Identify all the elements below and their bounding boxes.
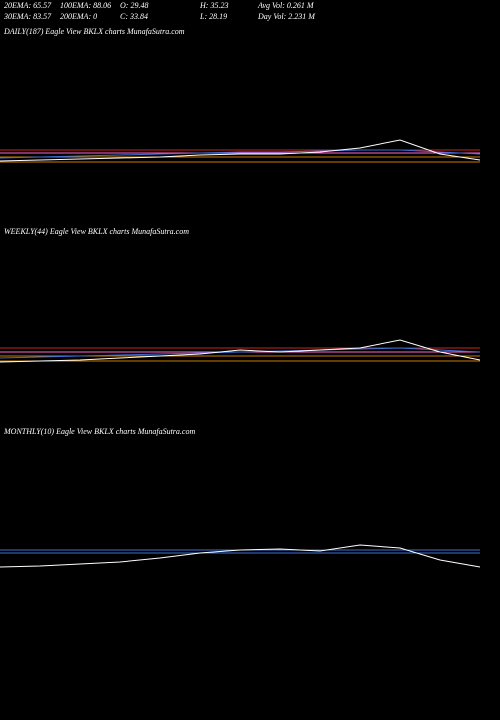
series-line — [0, 339, 481, 363]
header-stat: Day Vol: 2.231 M — [257, 12, 316, 21]
series-line — [0, 347, 481, 359]
header-stat: 20EMA: 65.57 — [4, 1, 52, 10]
header-stat: C: 33.84 — [120, 12, 148, 21]
header-stat: O: 29.48 — [120, 1, 148, 10]
header-stat: L: 28.19 — [199, 12, 227, 21]
header-stat: 200EMA: 0 — [60, 12, 97, 21]
series-line — [0, 544, 481, 568]
series-line — [0, 139, 481, 162]
header-stat: Avg Vol: 0.261 M — [257, 1, 315, 10]
header-stat: H: 35.23 — [199, 1, 228, 10]
panel-title: MONTHLY(10) Eagle View BKLX charts Munaf… — [3, 427, 195, 436]
panel-title: DAILY(187) Eagle View BKLX charts Munafa… — [3, 27, 185, 36]
header-stat: 100EMA: 88.06 — [60, 1, 111, 10]
panel-title: WEEKLY(44) Eagle View BKLX charts Munafa… — [4, 227, 189, 236]
series-line — [0, 149, 481, 159]
header-stat: 30EMA: 83.57 — [3, 12, 52, 21]
